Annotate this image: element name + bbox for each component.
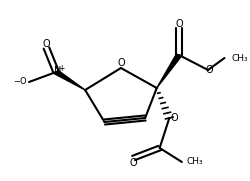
Text: N: N [54,66,61,76]
Text: O: O [206,65,213,75]
Text: O: O [130,157,137,168]
Text: +: + [58,64,65,73]
Text: O: O [43,39,50,49]
Polygon shape [157,54,182,88]
Polygon shape [54,70,85,90]
Text: O: O [171,113,178,123]
Text: O: O [117,58,125,68]
Text: CH₃: CH₃ [231,54,248,62]
Text: O: O [175,19,183,29]
Text: CH₃: CH₃ [187,157,203,167]
Text: −O: −O [13,77,26,87]
